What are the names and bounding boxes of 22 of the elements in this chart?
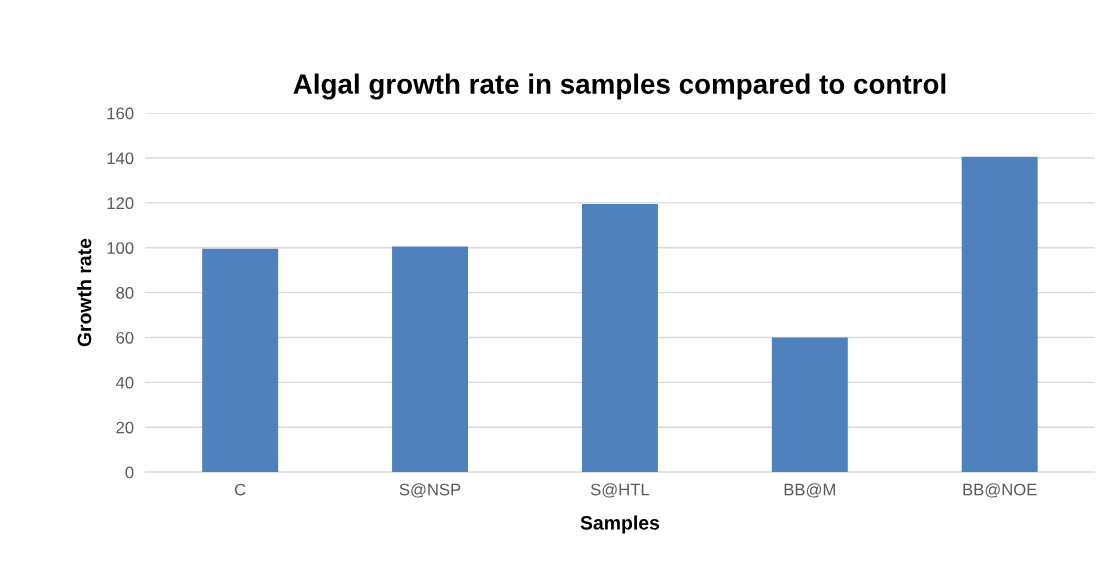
x-tick-label: S@NSP — [399, 483, 461, 498]
bar — [961, 156, 1038, 473]
y-tick-label: 20 — [116, 421, 134, 434]
x-tick-label: S@HTL — [590, 483, 650, 498]
y-tick-label: 80 — [116, 287, 134, 299]
x-tick-label: BB@M — [784, 483, 835, 498]
y-tick-label: 100 — [107, 242, 134, 254]
y-tick-label: 60 — [116, 331, 134, 344]
y-tick-label: 160 — [107, 107, 134, 120]
y-tick-label: 0 — [125, 466, 134, 479]
y-axis-title: Growth rate — [77, 238, 92, 347]
x-axis-title: Samples — [580, 515, 660, 534]
bar — [771, 337, 848, 473]
y-tick-label: 40 — [115, 376, 134, 389]
bar — [581, 203, 658, 473]
y-tick-label: 120 — [107, 197, 134, 210]
bar — [202, 248, 279, 473]
x-tick-label: BB@NOE — [963, 483, 1037, 498]
y-tick-label: 140 — [107, 152, 134, 165]
x-tick-label: C — [234, 483, 246, 496]
chart-title: Algal growth rate in samples compared to control — [293, 73, 946, 100]
bar — [392, 246, 469, 473]
